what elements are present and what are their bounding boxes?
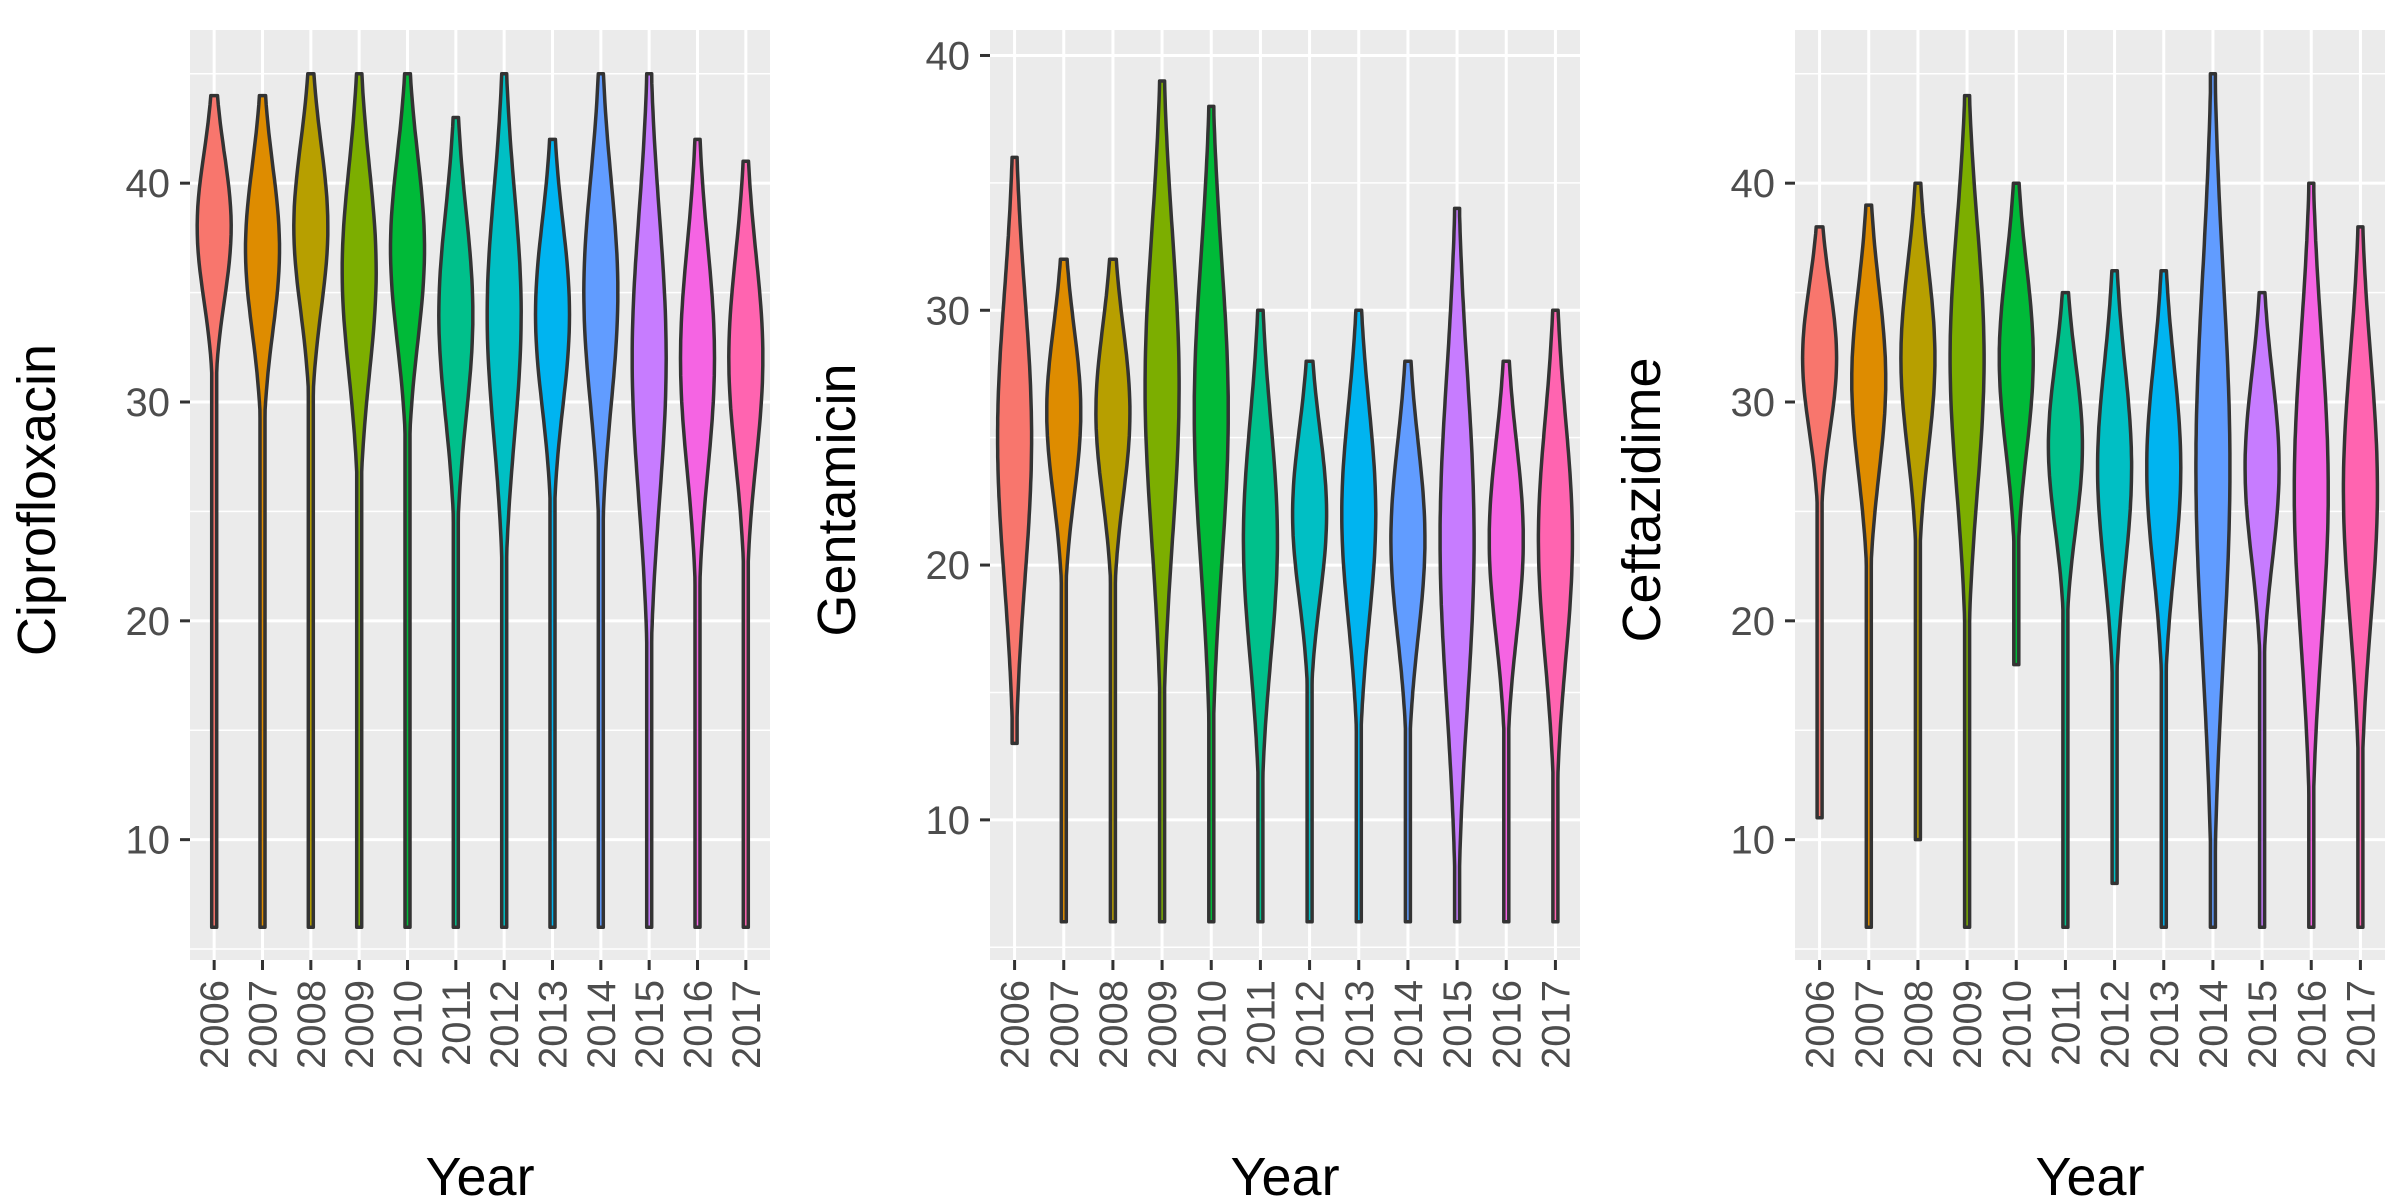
violin-gentamicin-2014: [1389, 359, 1427, 924]
violin-ciprofloxacin-2008: [292, 72, 330, 929]
x-tick-label: 2010: [1190, 980, 1234, 1069]
violin-gentamicin-2007: [1045, 257, 1083, 924]
x-tick-label: 2008: [1897, 980, 1941, 1069]
panel-ceftazidime: Ceftazidime Year 10 20 30 40 2006 2007 2008 200…: [1612, 30, 2385, 1200]
violin-ceftazidime-2014: [2194, 72, 2232, 929]
x-axis-title-gentamicin: Year: [1230, 1147, 1339, 1200]
x-tick-label: 2014: [580, 980, 624, 1069]
violin-ciprofloxacin-2010: [388, 72, 427, 929]
y-tick-label: 40: [1731, 162, 1776, 206]
violin-gentamicin-2017: [1536, 308, 1575, 924]
x-tick-label: 2009: [1141, 980, 1185, 1069]
panel-background-gentamicin: [990, 30, 1580, 960]
violin-ceftazidime-2013: [2145, 268, 2183, 929]
x-tick-label: 2012: [483, 980, 527, 1069]
violin-gentamicin-2010: [1192, 104, 1230, 924]
y-tick-label: 20: [1731, 600, 1776, 644]
violin-ciprofloxacin-2011: [437, 115, 475, 929]
x-tick-label: 2016: [2290, 980, 2334, 1069]
x-tick-label: 2007: [242, 980, 286, 1069]
x-axis-title-ciprofloxacin: Year: [425, 1147, 534, 1200]
violin-ciprofloxacin-2015: [630, 72, 668, 929]
y-tick-label: 30: [1731, 381, 1776, 425]
x-tick-label: 2011: [2044, 980, 2088, 1066]
violin-ceftazidime-2007: [1850, 203, 1888, 929]
y-tick-label: 30: [126, 381, 171, 425]
violin-gentamicin-2016: [1487, 359, 1525, 924]
x-tick-label: 2017: [2339, 980, 2383, 1069]
violin-ciprofloxacin-2012: [485, 72, 523, 929]
y-tick-label: 10: [126, 819, 171, 863]
x-tick-label: 2007: [1043, 980, 1087, 1069]
violin-ciprofloxacin-2013: [533, 137, 572, 929]
y-tick-label: 20: [126, 600, 171, 644]
x-tick-label: 2013: [532, 980, 576, 1069]
violin-ciprofloxacin-2017: [727, 159, 765, 929]
x-tick-label: 2016: [677, 980, 721, 1069]
x-tick-label: 2007: [1848, 980, 1892, 1069]
x-tick-label: 2013: [2143, 980, 2187, 1069]
x-axis-title-ceftazidime: Year: [2035, 1147, 2144, 1200]
x-tick-label: 2015: [2241, 980, 2285, 1069]
y-tick-label: 20: [926, 544, 971, 588]
x-tick-label: 2010: [387, 980, 431, 1069]
y-axis-title-ciprofloxacin: Ciprofloxacin: [7, 344, 67, 656]
violin-ciprofloxacin-2006: [195, 93, 233, 929]
x-tick-label: 2006: [1799, 980, 1843, 1069]
x-tick-label: 2014: [1387, 980, 1431, 1069]
violin-ceftazidime-2009: [1948, 93, 1986, 929]
x-tick-label: 2008: [290, 980, 334, 1069]
x-tick-label: 2011: [435, 980, 479, 1066]
violin-gentamicin-2013: [1340, 308, 1378, 924]
violin-ceftazidime-2017: [2341, 225, 2380, 929]
x-tick-label: 2010: [1995, 980, 2039, 1069]
y-tick-label: 10: [1731, 819, 1776, 863]
violin-ceftazidime-2011: [2046, 290, 2085, 929]
x-tick-label: 2012: [2094, 980, 2138, 1069]
x-tick-label: 2015: [628, 980, 672, 1069]
violin-gentamicin-2011: [1241, 308, 1280, 924]
violin-ceftazidime-2016: [2292, 181, 2330, 929]
x-tick-label: 2017: [725, 980, 769, 1069]
violin-ciprofloxacin-2009: [340, 72, 378, 929]
x-tick-label: 2012: [1289, 980, 1333, 1069]
violin-ceftazidime-2008: [1899, 181, 1937, 842]
x-tick-label: 2013: [1338, 980, 1382, 1069]
panel-background-ciprofloxacin: [190, 30, 770, 960]
x-tick-label: 2016: [1485, 980, 1529, 1069]
panel-background-ceftazidime: [1795, 30, 2385, 960]
x-tick-label: 2014: [2192, 980, 2236, 1069]
panel-gentamicin: Gentamicin Year 10 20 30 40 2006 2007 2008 2009…: [807, 30, 1580, 1200]
violin-ciprofloxacin-2016: [678, 137, 717, 929]
y-tick-label: 40: [126, 162, 171, 206]
violin-gentamicin-2012: [1290, 359, 1329, 924]
violin-ceftazidime-2010: [1997, 181, 2035, 667]
x-tick-label: 2009: [338, 980, 382, 1069]
y-tick-label: 40: [926, 34, 971, 78]
violin-gentamicin-2015: [1438, 206, 1476, 924]
x-tick-label: 2006: [193, 980, 237, 1069]
x-tick-label: 2011: [1239, 980, 1283, 1066]
x-tick-label: 2008: [1092, 980, 1136, 1069]
violin-ceftazidime-2015: [2243, 290, 2281, 929]
violin-gentamicin-2006: [995, 155, 1034, 746]
violin-gentamicin-2009: [1143, 79, 1181, 924]
x-tick-label: 2006: [994, 980, 1038, 1069]
y-tick-label: 10: [926, 799, 971, 843]
violin-ciprofloxacin-2007: [243, 93, 282, 929]
violin-ceftazidime-2012: [2095, 268, 2134, 886]
violin-ciprofloxacin-2014: [582, 72, 620, 929]
x-tick-label: 2017: [1534, 980, 1578, 1069]
violin-ceftazidime-2006: [1800, 225, 1839, 820]
y-tick-label: 30: [926, 289, 971, 333]
y-axis-title-ceftazidime: Ceftazidime: [1612, 357, 1672, 642]
x-tick-label: 2015: [1436, 980, 1480, 1069]
y-axis-title-gentamicin: Gentamicin: [807, 363, 867, 636]
violin-gentamicin-2008: [1094, 257, 1132, 924]
x-tick-label: 2009: [1946, 980, 1990, 1069]
